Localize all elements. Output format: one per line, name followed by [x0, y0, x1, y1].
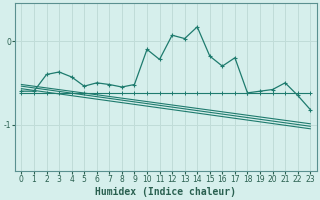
X-axis label: Humidex (Indice chaleur): Humidex (Indice chaleur) [95, 186, 236, 197]
